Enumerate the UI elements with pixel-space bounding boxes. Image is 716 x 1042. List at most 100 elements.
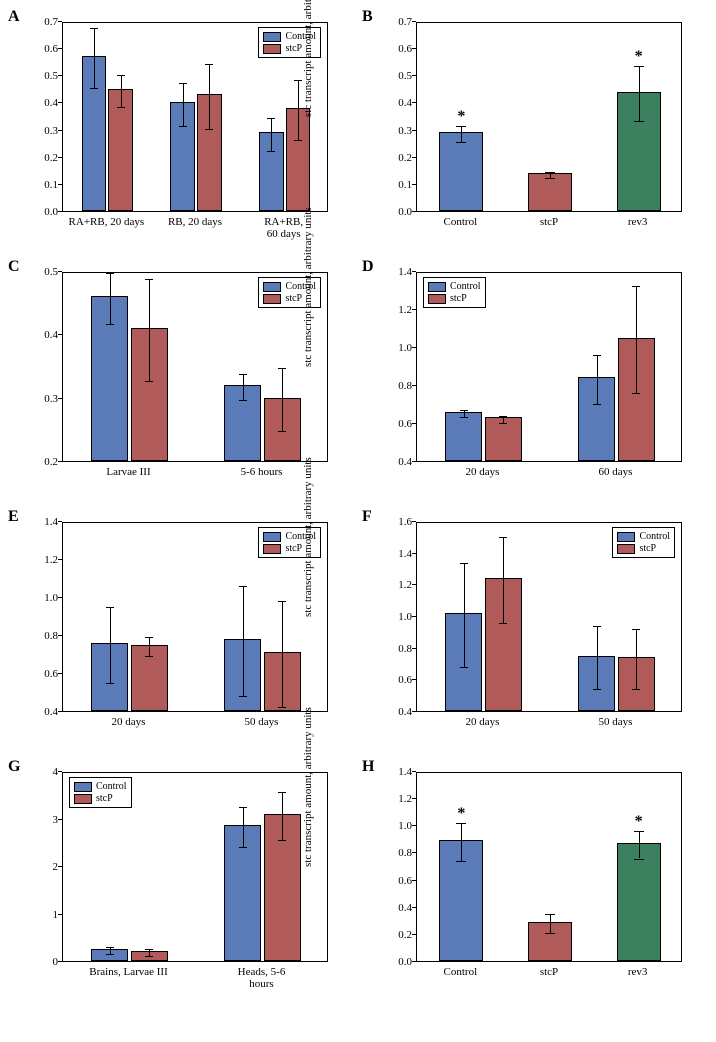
bar <box>439 132 483 211</box>
error-bar <box>209 64 210 129</box>
error-bar <box>110 273 111 324</box>
error-bar <box>282 792 283 840</box>
legend-label: stcP <box>285 543 302 554</box>
y-tick-label: 1.4 <box>398 766 412 778</box>
x-tick-label: 50 days <box>245 716 279 728</box>
error-bar <box>503 416 504 424</box>
chart: stc transcript amount, arbitrary units0.… <box>362 8 692 248</box>
error-bar <box>94 28 95 88</box>
error-bar <box>503 537 504 623</box>
y-tick-label: 0.8 <box>398 380 412 392</box>
legend-label: stcP <box>450 293 467 304</box>
x-tick-label: rev3 <box>628 216 648 228</box>
x-tick-label: RB, 20 days <box>168 216 222 228</box>
y-tick-label: 0.6 <box>44 43 58 55</box>
error-bar <box>243 374 244 399</box>
error-bar <box>639 831 640 858</box>
error-bar <box>464 410 465 418</box>
x-tick-label: stcP <box>540 216 558 228</box>
panel-D: Dstc transcript amount, arbitrary units0… <box>362 258 708 498</box>
y-tick-label: 0.3 <box>44 393 58 405</box>
x-tick-label: rev3 <box>628 966 648 978</box>
y-tick-label: 1.0 <box>398 820 412 832</box>
significance-marker: * <box>457 805 465 823</box>
chart: stc transcript amount, arbitrary units0.… <box>362 258 692 498</box>
y-tick-label: 0.2 <box>398 152 412 164</box>
panel-B: Bstc transcript amount, arbitrary units0… <box>362 8 708 248</box>
chart: stc transcript amount, arbitrary units0.… <box>8 8 338 248</box>
y-tick-label: 0.7 <box>398 16 412 28</box>
y-tick-label: 1.0 <box>44 592 58 604</box>
plot-area: ControlstcP <box>62 772 328 962</box>
y-tick-label: 1.2 <box>398 793 412 805</box>
error-bar <box>282 601 283 707</box>
x-tick-label: Control <box>444 966 478 978</box>
y-tick-label: 0.1 <box>44 179 58 191</box>
plot-area: ** <box>416 22 682 212</box>
legend-label: stcP <box>96 793 113 804</box>
y-tick-label: 0.1 <box>398 179 412 191</box>
error-bar <box>110 947 111 955</box>
y-tick-label: 1.4 <box>398 548 412 560</box>
error-bar <box>550 914 551 933</box>
panel-F: Fstc transcript amount, arbitrary units0… <box>362 508 708 748</box>
x-tick-label: RA+RB, 60 days <box>261 216 305 240</box>
x-tick-label: 20 days <box>466 716 500 728</box>
y-tick-label: 1.2 <box>398 304 412 316</box>
y-tick-label: 1.2 <box>44 554 58 566</box>
x-tick-label: 5-6 hours <box>241 466 283 478</box>
y-tick-label: 0.7 <box>44 16 58 28</box>
significance-marker: * <box>635 813 643 831</box>
plot-area: ControlstcP <box>62 522 328 712</box>
y-tick-label: 0.6 <box>398 43 412 55</box>
y-tick-label: 0.8 <box>398 847 412 859</box>
error-bar <box>461 823 462 861</box>
error-bar <box>149 949 150 957</box>
legend-label: Control <box>96 781 127 792</box>
legend: ControlstcP <box>69 777 132 808</box>
x-tick-label: 20 days <box>466 466 500 478</box>
error-bar <box>149 637 150 656</box>
y-tick-label: 0 <box>53 956 59 968</box>
plot-area: ControlstcP <box>62 22 328 212</box>
error-bar <box>461 126 462 142</box>
x-tick-label: 20 days <box>112 716 146 728</box>
bar <box>445 412 482 461</box>
error-bar <box>282 368 283 431</box>
y-tick-label: 0.4 <box>44 329 58 341</box>
y-tick-label: 0.3 <box>398 125 412 137</box>
significance-marker: * <box>457 108 465 126</box>
legend: ControlstcP <box>423 277 486 308</box>
y-tick-label: 0.8 <box>44 630 58 642</box>
significance-marker: * <box>635 48 643 66</box>
x-tick-label: Brains, Larvae III <box>89 966 168 978</box>
error-bar <box>271 118 272 151</box>
y-tick-label: 0.4 <box>398 456 412 468</box>
error-bar <box>110 607 111 683</box>
y-tick-label: 0.6 <box>398 875 412 887</box>
y-tick-label: 1.6 <box>398 516 412 528</box>
y-tick-label: 3 <box>53 814 59 826</box>
y-tick-label: 1 <box>53 909 59 921</box>
y-tick-label: 0.3 <box>44 125 58 137</box>
legend-label: Control <box>639 531 670 542</box>
y-tick-label: 0.4 <box>398 97 412 109</box>
figure-grid: Astc transcript amount, arbitrary units0… <box>0 0 716 1006</box>
legend-label: Control <box>450 281 481 292</box>
legend: ControlstcP <box>612 527 675 558</box>
y-tick-label: 1.0 <box>398 342 412 354</box>
panel-H: Hstc transcript amount, arbitrary units0… <box>362 758 708 998</box>
y-tick-label: 0.4 <box>398 902 412 914</box>
y-tick-label: 1.4 <box>44 516 58 528</box>
error-bar <box>597 626 598 689</box>
error-bar <box>243 807 244 847</box>
y-tick-label: 0.0 <box>398 956 412 968</box>
x-tick-label: 50 days <box>599 716 633 728</box>
error-bar <box>243 586 244 696</box>
chart: stc transcript amount, arbitrary units0.… <box>8 258 338 498</box>
y-axis-title: stc transcript amount, arbitrary units <box>302 0 314 117</box>
y-tick-label: 0.5 <box>398 70 412 82</box>
x-tick-label: Control <box>444 216 478 228</box>
y-tick-label: 1.0 <box>398 611 412 623</box>
x-tick-label: stcP <box>540 966 558 978</box>
